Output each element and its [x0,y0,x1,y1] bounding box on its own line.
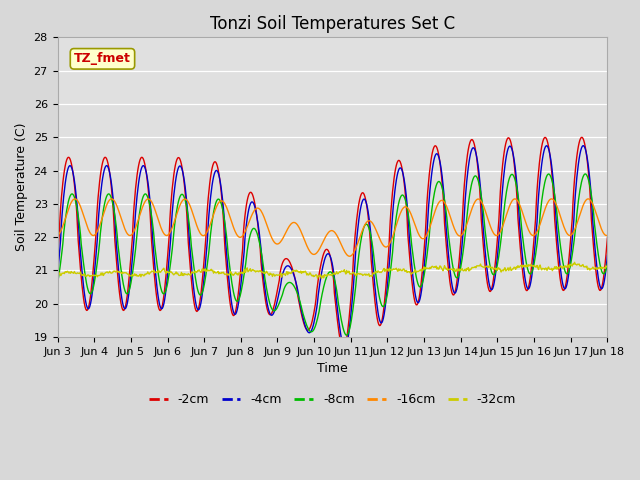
-16cm [604,232,611,238]
-16cm [120,224,128,230]
-16cm [548,196,556,202]
-4cm [416,296,424,301]
Line: -8cm: -8cm [58,174,607,335]
-2cm [416,289,424,295]
Y-axis label: Soil Temperature (C): Soil Temperature (C) [15,123,28,252]
Line: -32cm: -32cm [58,263,607,278]
-32cm [571,260,579,265]
-32cm [63,268,71,274]
-8cm [416,284,424,290]
-4cm [579,143,587,148]
X-axis label: Time: Time [317,362,348,375]
-4cm [205,211,213,217]
-32cm [176,273,184,278]
Line: -16cm: -16cm [58,199,607,256]
-2cm [120,307,128,313]
-2cm [63,155,71,161]
-16cm [346,253,353,259]
-16cm [63,209,71,215]
-4cm [54,273,61,278]
-8cm [120,285,128,290]
-8cm [63,203,71,209]
-8cm [343,332,351,338]
-32cm [400,266,408,272]
-32cm [604,264,611,270]
-4cm [604,252,611,258]
-2cm [604,235,611,240]
-4cm [120,305,128,311]
-32cm [120,270,128,276]
-16cm [416,234,424,240]
-8cm [581,171,589,177]
-2cm [54,255,61,261]
Line: -4cm: -4cm [58,145,607,348]
-4cm [400,176,408,181]
-2cm [176,156,184,162]
-8cm [400,193,408,199]
-8cm [176,194,184,200]
Legend: -2cm, -4cm, -8cm, -16cm, -32cm: -2cm, -4cm, -8cm, -16cm, -32cm [144,388,521,411]
Line: -2cm: -2cm [58,137,607,349]
-2cm [577,134,585,140]
-4cm [176,163,184,169]
-16cm [176,203,184,208]
-8cm [205,248,213,254]
-2cm [340,347,348,352]
-4cm [341,345,349,351]
-16cm [54,232,61,238]
Title: Tonzi Soil Temperatures Set C: Tonzi Soil Temperatures Set C [210,15,455,33]
-8cm [604,261,611,266]
Text: TZ_fmet: TZ_fmet [74,52,131,65]
-4cm [63,168,71,173]
-16cm [205,225,213,231]
-32cm [205,267,213,273]
-2cm [205,188,213,193]
-32cm [54,271,61,277]
-32cm [317,276,325,281]
-32cm [416,267,424,273]
-8cm [54,280,61,286]
-2cm [400,179,408,184]
-16cm [400,204,408,210]
